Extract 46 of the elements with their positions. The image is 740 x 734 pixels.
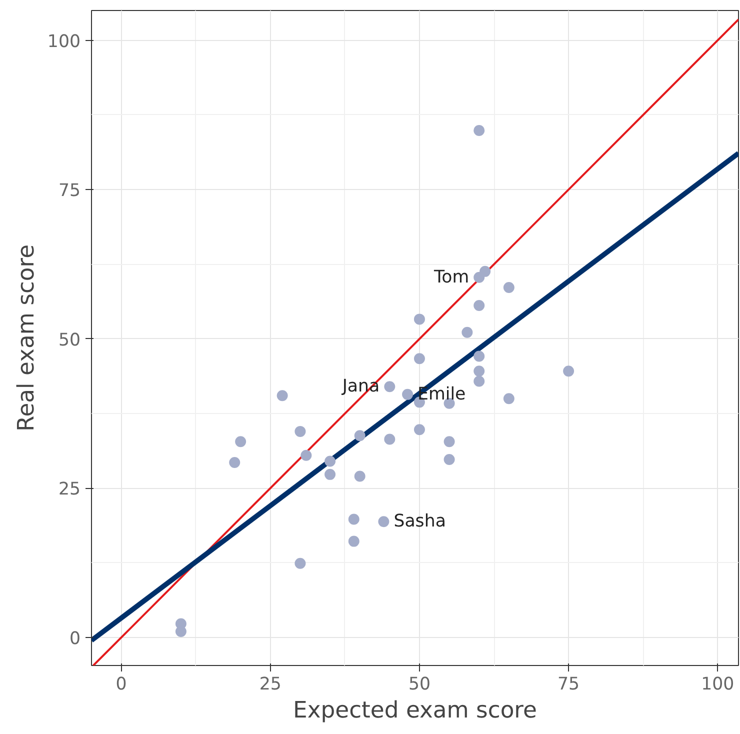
point bbox=[235, 436, 246, 448]
annotation: Tom bbox=[432, 267, 470, 288]
y-tick-label: 0 bbox=[69, 628, 81, 649]
point bbox=[229, 457, 240, 468]
point bbox=[402, 388, 414, 400]
y-tick-label: 100 bbox=[47, 32, 81, 52]
x-tick-label: 25 bbox=[259, 674, 282, 694]
point bbox=[480, 266, 491, 277]
y-tick-label: 25 bbox=[58, 480, 81, 500]
point bbox=[414, 314, 425, 325]
point bbox=[474, 366, 485, 377]
x-axis-title: Expected exam score bbox=[293, 698, 537, 724]
point bbox=[414, 424, 425, 436]
point bbox=[444, 436, 455, 448]
x-tick-label: 50 bbox=[408, 674, 431, 694]
point bbox=[294, 426, 306, 437]
point bbox=[444, 454, 455, 465]
point bbox=[384, 434, 396, 445]
y-axis-title: Real exam score bbox=[13, 244, 40, 432]
point bbox=[474, 350, 485, 362]
point bbox=[414, 353, 425, 364]
x-tick-label: 0 bbox=[116, 674, 127, 694]
point bbox=[300, 450, 312, 461]
point bbox=[324, 456, 336, 467]
point bbox=[348, 514, 360, 525]
point bbox=[474, 125, 485, 136]
y-tick-label: 50 bbox=[58, 330, 81, 350]
point bbox=[462, 326, 473, 338]
point bbox=[354, 470, 366, 482]
point bbox=[563, 366, 574, 377]
x-tick-label: 75 bbox=[558, 674, 580, 694]
y-tick-label: 75 bbox=[58, 181, 81, 202]
point bbox=[348, 536, 360, 547]
point bbox=[474, 300, 485, 311]
point bbox=[384, 381, 396, 392]
point bbox=[378, 516, 390, 528]
point bbox=[503, 393, 514, 404]
point bbox=[276, 390, 288, 402]
point bbox=[503, 282, 514, 294]
x-tick-label: 100 bbox=[701, 674, 734, 694]
annotation: Emile bbox=[418, 384, 466, 404]
point bbox=[474, 376, 485, 387]
annotation: Sasha bbox=[394, 512, 446, 532]
point bbox=[294, 558, 306, 569]
point bbox=[354, 430, 366, 442]
point bbox=[324, 468, 336, 480]
